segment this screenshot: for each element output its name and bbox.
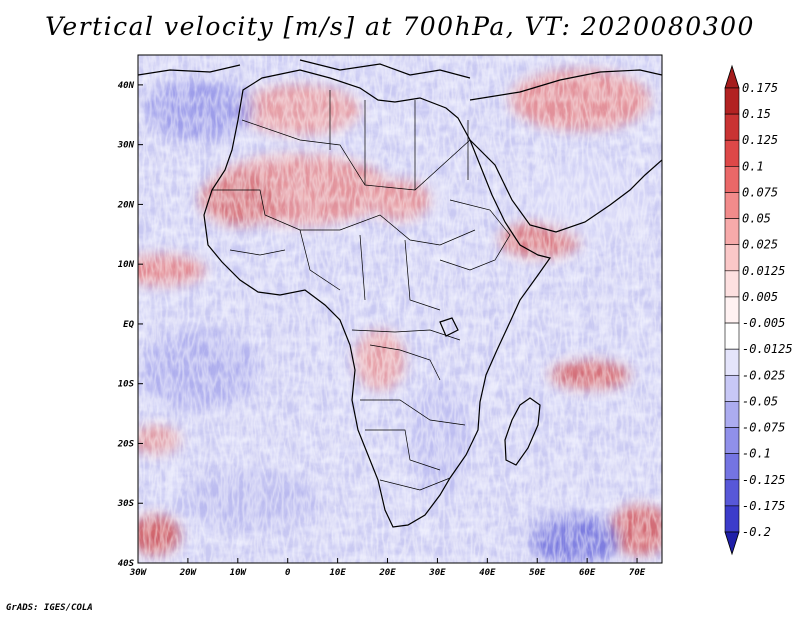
colorbar-segment — [724, 270, 740, 298]
colorbar-segment — [724, 453, 740, 481]
colorbar-segment — [724, 87, 740, 115]
x-tick-label: 20W — [179, 568, 198, 578]
colorbar-segment — [724, 427, 740, 454]
colorbar-segment — [724, 244, 740, 272]
colorbar-label: -0.0125 — [742, 342, 793, 356]
colorbar-segment — [724, 296, 740, 324]
x-tick-label: 30E — [428, 568, 446, 578]
lake-victoria — [439, 317, 459, 337]
colorbar-segment — [724, 348, 740, 376]
x-tick-label: 60E — [579, 568, 596, 578]
colorbar-label: -0.2 — [742, 525, 771, 539]
colorbar-label: -0.025 — [742, 368, 785, 382]
colorbar-label: 0.075 — [742, 185, 778, 199]
madagascar-coastline — [504, 397, 541, 466]
x-tick-label: 40E — [479, 568, 496, 578]
colorbar-segment — [724, 401, 740, 428]
colorbar-label: 0.1 — [742, 159, 764, 173]
colorbar-segment — [724, 505, 740, 533]
x-tick-label: 70E — [629, 568, 646, 578]
colorbar-segment — [724, 374, 740, 402]
colorbar-label: -0.1 — [742, 447, 771, 461]
colorbar-label: 0.005 — [742, 290, 778, 304]
colorbar-label: 0.025 — [742, 238, 778, 252]
field-streaks — [138, 55, 662, 563]
x-tick-label: 10W — [230, 568, 248, 578]
y-tick-label: 10S — [118, 380, 135, 390]
mediterranean-europe-coast — [138, 59, 471, 79]
credit-text: GrADS: IGES/COLA — [6, 603, 93, 613]
colorbar-label: 0.15 — [742, 107, 771, 121]
colorbar-top-arrow — [724, 64, 740, 89]
colorbar-label: 0.0125 — [742, 264, 785, 278]
colorbar-segment — [724, 139, 740, 167]
colorbar: 0.175 0.15 0.125 0.1 0.075 0.05 0.025 0.0125 0.0… — [724, 64, 793, 556]
map-frame — [137, 54, 663, 564]
x-tick-label: 30W — [129, 568, 148, 578]
country-borders — [212, 90, 511, 491]
colorbar-label: -0.005 — [742, 316, 785, 330]
x-tick-label: 10E — [329, 568, 346, 578]
x-tick-label: 0 — [285, 568, 291, 578]
y-tick-label: 10N — [118, 260, 135, 270]
colorbar-segment — [724, 322, 740, 350]
x-tick-label: 50E — [529, 568, 546, 578]
colorbar-segment — [724, 113, 740, 141]
colorbar-label: 0.175 — [742, 81, 778, 95]
arabia-coastline — [469, 69, 662, 233]
colorbar-label: 0.125 — [742, 133, 778, 147]
x-axis: 30W 20W 10W 0 10E 20E 30E 40E 50E 60E 70E — [129, 558, 646, 578]
y-tick-label: 40N — [118, 81, 135, 91]
colorbar-label: -0.05 — [742, 394, 778, 408]
y-axis: 40N 30N 20N 10N EQ 10S 20S 30S 40S — [117, 81, 143, 569]
colorbar-label: 0.05 — [742, 212, 771, 226]
colorbar-label: -0.125 — [742, 473, 785, 487]
colorbar-bottom-arrow — [724, 531, 740, 556]
map-title: Vertical velocity [m/s] at 700hPa, VT: 2… — [45, 12, 755, 41]
y-tick-label: 30S — [117, 499, 135, 509]
colorbar-segment — [724, 192, 740, 219]
colorbar-label: -0.175 — [742, 499, 785, 513]
y-tick-label: 40S — [118, 559, 135, 569]
colorbar-segment — [724, 479, 740, 507]
y-tick-label: 20N — [117, 200, 135, 210]
y-tick-label: EQ — [123, 320, 134, 330]
colorbar-segment — [724, 166, 740, 193]
y-tick-label: 20S — [117, 439, 135, 449]
colorbar-label: -0.075 — [742, 421, 785, 435]
x-tick-label: 20E — [378, 568, 396, 578]
map-area — [137, 54, 663, 564]
y-tick-label: 30N — [117, 141, 135, 151]
colorbar-segment — [724, 218, 740, 246]
